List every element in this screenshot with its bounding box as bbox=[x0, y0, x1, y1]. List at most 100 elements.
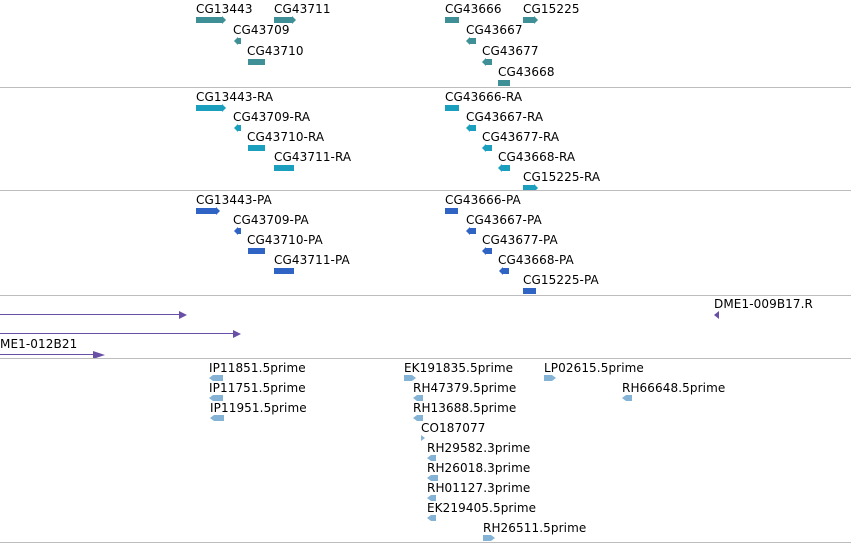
est-strand-arrow bbox=[427, 475, 431, 481]
est-label: IP11851.5prime bbox=[209, 361, 306, 375]
protein-glyph[interactable] bbox=[486, 248, 492, 254]
transcript-glyph[interactable] bbox=[523, 185, 534, 191]
protein-label: CG43709-PA bbox=[233, 213, 309, 227]
est-strand-arrow bbox=[412, 375, 416, 381]
gene-glyph[interactable] bbox=[238, 38, 241, 44]
est-glyph[interactable] bbox=[431, 475, 438, 481]
gene-strand-arrow bbox=[292, 16, 296, 24]
transcript-glyph[interactable] bbox=[248, 145, 265, 151]
est-glyph[interactable] bbox=[213, 375, 223, 381]
protein-label: CG43677-PA bbox=[482, 233, 558, 247]
gene-label: CG43666 bbox=[445, 2, 502, 16]
est-glyph[interactable] bbox=[213, 395, 223, 401]
transcript-label: CG43666-RA bbox=[445, 90, 523, 104]
protein-label: CG43668-PA bbox=[498, 253, 574, 267]
gene-glyph[interactable] bbox=[523, 17, 534, 23]
gene-label: CG43668 bbox=[498, 65, 555, 79]
transcript-strand-arrow bbox=[534, 184, 538, 192]
gene-glyph[interactable] bbox=[470, 38, 476, 44]
protein-glyph[interactable] bbox=[445, 208, 458, 214]
clone-label: ME1-012B21 bbox=[0, 337, 78, 351]
est-glyph[interactable] bbox=[626, 395, 632, 401]
est-label: EK191835.5prime bbox=[404, 361, 514, 375]
est-glyph[interactable] bbox=[417, 395, 423, 401]
clones-track: ME1-012B21 DME1-009B17.R bbox=[0, 295, 851, 359]
gene-glyph[interactable] bbox=[445, 17, 459, 23]
gene-strand-arrow bbox=[482, 58, 486, 66]
est-glyph[interactable] bbox=[431, 515, 436, 521]
protein-strand-arrow bbox=[466, 227, 470, 235]
gene-strand-arrow bbox=[534, 16, 538, 24]
transcript-label: CG43710-RA bbox=[247, 130, 325, 144]
clone-label: DME1-009B17.R bbox=[714, 297, 813, 311]
est-strand-arrow bbox=[427, 455, 431, 461]
clone-strand-arrow bbox=[93, 351, 105, 359]
protein-strand-arrow bbox=[216, 207, 220, 215]
est-glyph[interactable] bbox=[544, 375, 552, 381]
protein-glyph[interactable] bbox=[470, 228, 476, 234]
gene-glyph[interactable] bbox=[248, 59, 265, 65]
est-label: RH47379.5prime bbox=[413, 381, 517, 395]
gene-label: CG43710 bbox=[247, 44, 304, 58]
est-label: LP02615.5prime bbox=[544, 361, 644, 375]
protein-strand-arrow bbox=[482, 247, 486, 255]
gene-strand-arrow bbox=[234, 37, 238, 45]
est-strand-arrow bbox=[421, 435, 425, 441]
transcript-glyph[interactable] bbox=[486, 145, 492, 151]
est-label: IP11951.5prime bbox=[210, 401, 307, 415]
gene-glyph[interactable] bbox=[486, 59, 492, 65]
transcript-glyph[interactable] bbox=[238, 125, 241, 131]
transcript-glyph[interactable] bbox=[502, 165, 510, 171]
gene-glyph[interactable] bbox=[274, 17, 292, 23]
clone-glyph[interactable] bbox=[0, 314, 180, 315]
est-label: RH01127.3prime bbox=[427, 481, 531, 495]
gene-label: CG15225 bbox=[523, 2, 580, 16]
gene-strand-arrow bbox=[466, 37, 470, 45]
est-glyph[interactable] bbox=[404, 375, 412, 381]
est-label: RH26511.5prime bbox=[483, 521, 587, 535]
est-glyph[interactable] bbox=[431, 495, 436, 501]
gene-glyph[interactable] bbox=[196, 17, 222, 23]
gene-label: CG43711 bbox=[274, 2, 331, 16]
est-label: RH29582.3prime bbox=[427, 441, 531, 455]
est-strand-arrow bbox=[413, 395, 417, 401]
protein-glyph[interactable] bbox=[274, 268, 294, 274]
clone-strand-arrow bbox=[714, 311, 719, 319]
est-label: EK219405.5prime bbox=[427, 501, 537, 515]
transcript-strand-arrow bbox=[234, 124, 238, 132]
gene-glyph[interactable] bbox=[498, 80, 510, 86]
est-strand-arrow bbox=[427, 515, 431, 521]
clone-glyph[interactable] bbox=[0, 354, 94, 355]
protein-glyph[interactable] bbox=[523, 288, 536, 294]
protein-glyph[interactable] bbox=[238, 228, 241, 234]
transcript-strand-arrow bbox=[222, 104, 226, 112]
protein-label: CG43710-PA bbox=[247, 233, 323, 247]
protein-label: CG43711-PA bbox=[274, 253, 350, 267]
gene-label: CG43709 bbox=[233, 23, 290, 37]
est-strand-arrow bbox=[552, 375, 556, 381]
est-glyph[interactable] bbox=[483, 535, 491, 541]
est-strand-arrow bbox=[427, 495, 431, 501]
transcript-strand-arrow bbox=[482, 144, 486, 152]
est-label: CO187077 bbox=[421, 421, 486, 435]
transcript-glyph[interactable] bbox=[196, 105, 222, 111]
est-glyph[interactable] bbox=[431, 455, 436, 461]
est-label: RH66648.5prime bbox=[622, 381, 726, 395]
est-strand-arrow bbox=[413, 415, 417, 421]
est-glyph[interactable] bbox=[214, 415, 224, 421]
est-glyph[interactable] bbox=[417, 415, 423, 421]
protein-label: CG43666-PA bbox=[445, 193, 521, 207]
transcript-glyph[interactable] bbox=[274, 165, 294, 171]
protein-glyph[interactable] bbox=[196, 208, 216, 214]
est-label: IP11751.5prime bbox=[209, 381, 306, 395]
transcript-glyph[interactable] bbox=[470, 125, 476, 131]
est-label: RH13688.5prime bbox=[413, 401, 517, 415]
transcripts-track: CG13443-RA CG43709-RA CG43710-RA CG43711… bbox=[0, 87, 851, 192]
protein-glyph[interactable] bbox=[248, 248, 265, 254]
clone-glyph[interactable] bbox=[0, 333, 234, 334]
transcript-label: CG13443-RA bbox=[196, 90, 274, 104]
proteins-track: CG13443-PA CG43709-PA CG43710-PA CG43711… bbox=[0, 190, 851, 296]
protein-glyph[interactable] bbox=[503, 268, 509, 274]
transcript-strand-arrow bbox=[466, 124, 470, 132]
transcript-glyph[interactable] bbox=[445, 105, 459, 111]
